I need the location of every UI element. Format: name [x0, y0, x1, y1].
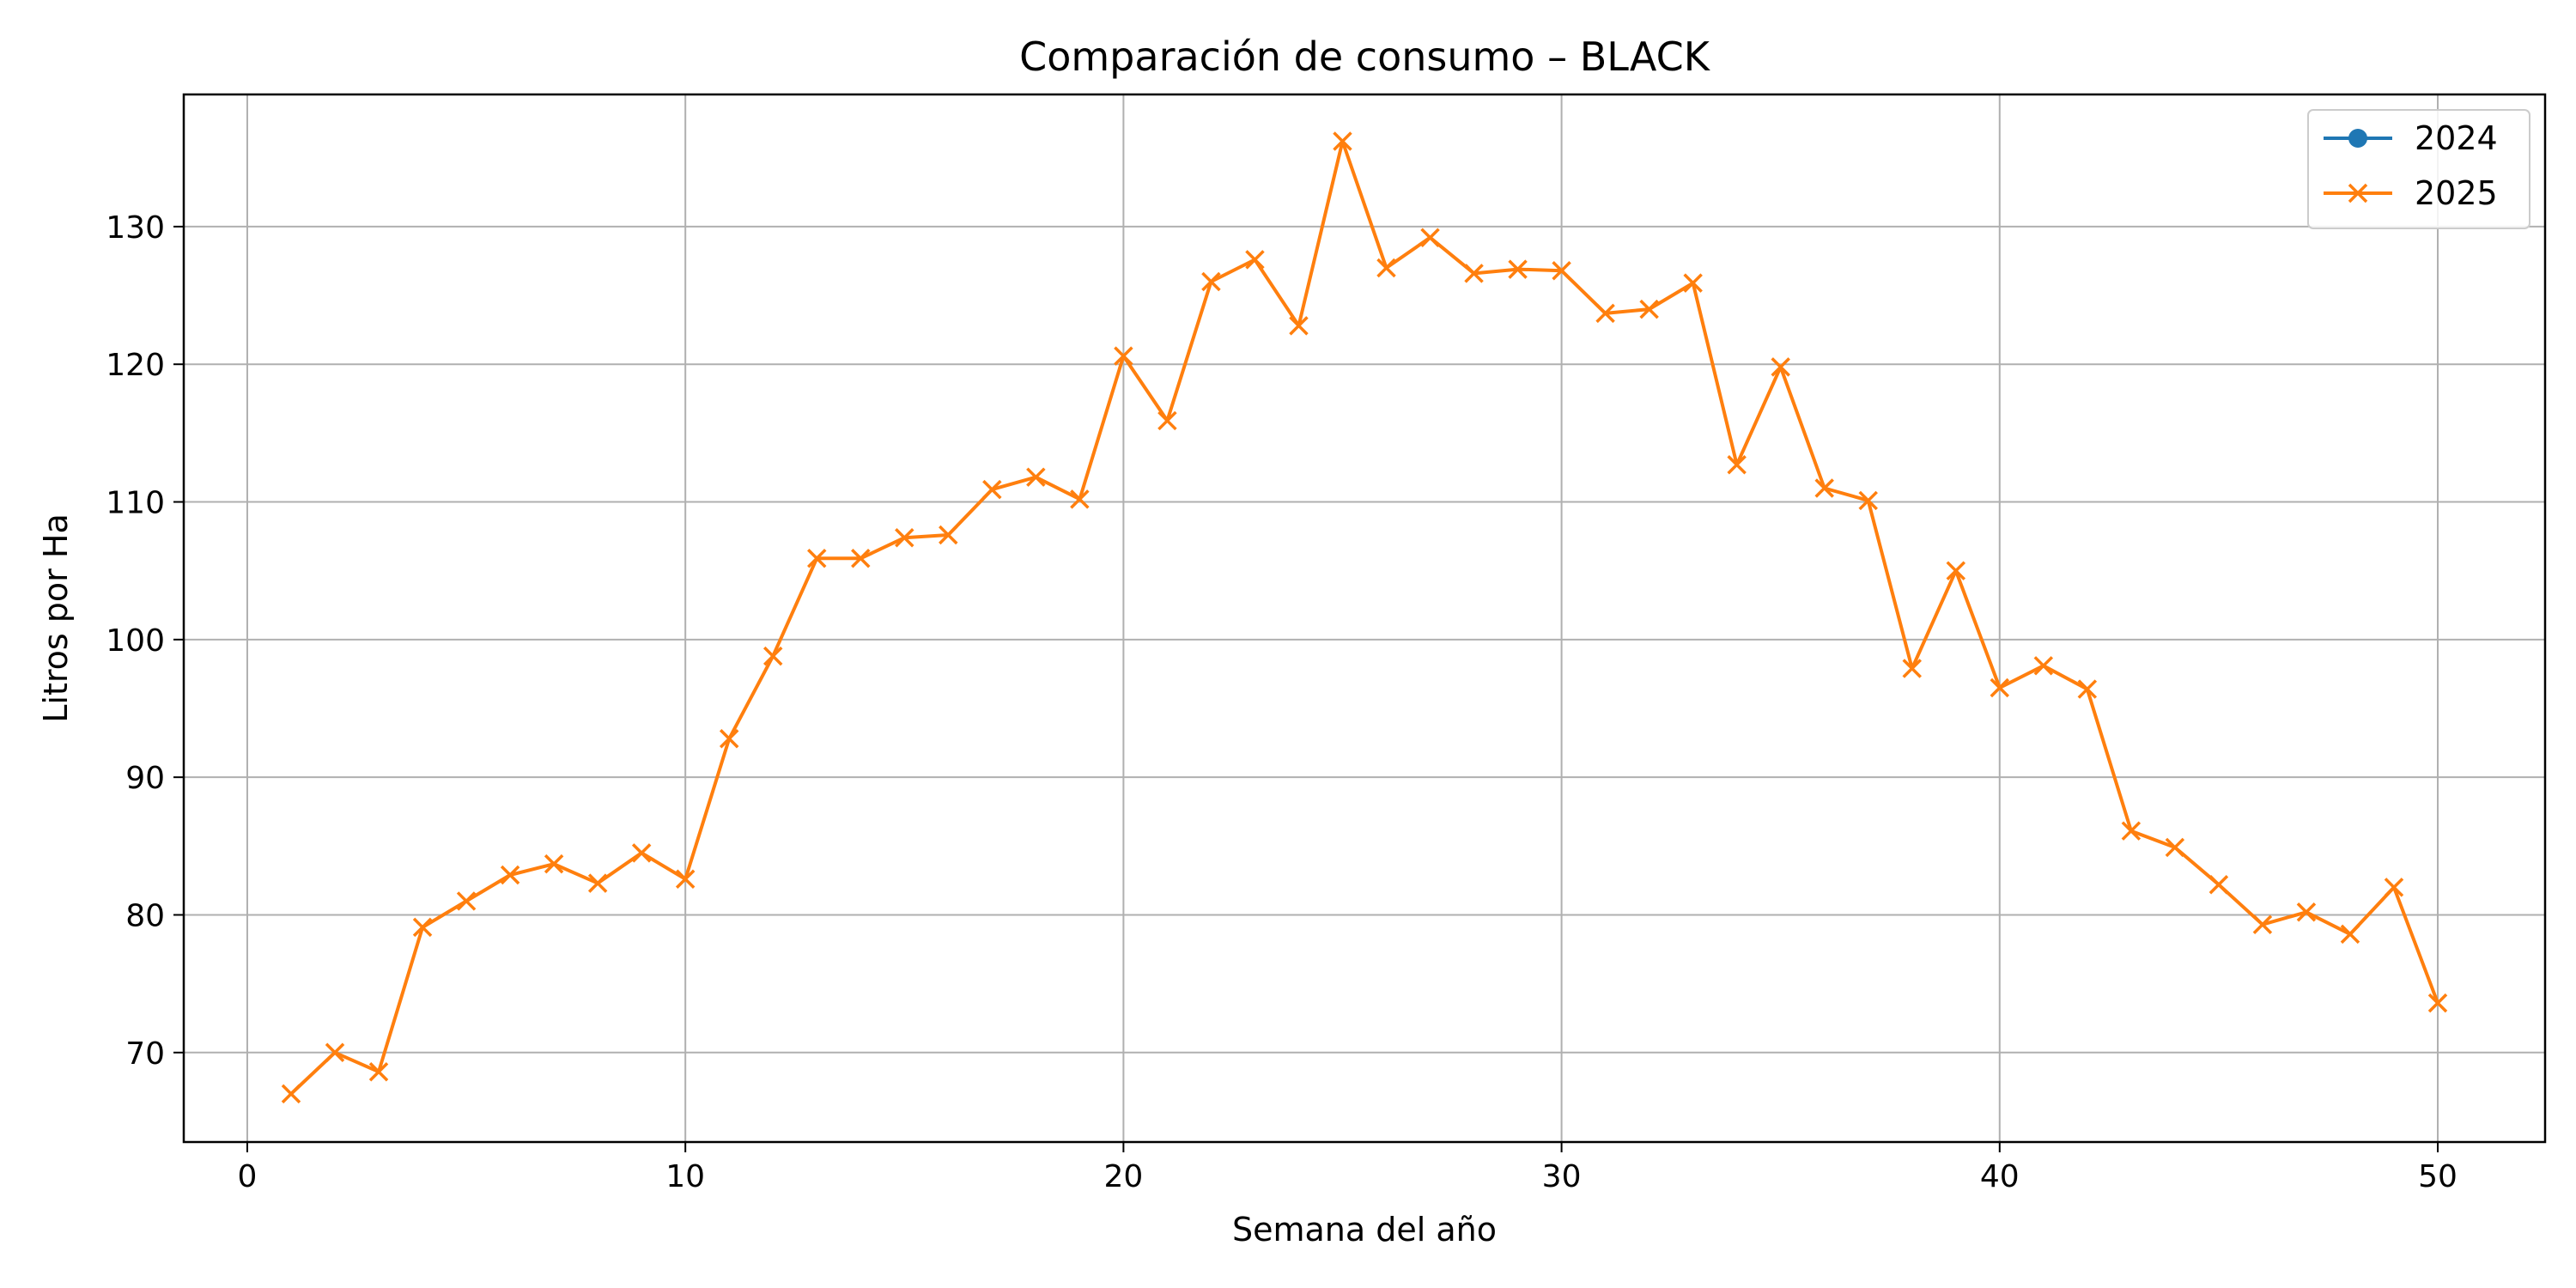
plot-series: [281, 131, 2448, 1104]
axis-ticks: 0 10 20 30 40 50 70 80 90 100 110 120 130: [106, 210, 2458, 1194]
data-point-marker: [1376, 258, 1396, 278]
x-tick-label: 20: [1103, 1159, 1143, 1194]
x-tick-label: 0: [238, 1159, 258, 1194]
legend: 2024 2025: [2307, 109, 2530, 229]
data-point-marker: [982, 479, 1002, 500]
y-tick-label: 100: [106, 623, 165, 659]
y-tick-label: 90: [125, 761, 165, 796]
series-line-2025: [289, 139, 2439, 1096]
data-point-marker: [500, 865, 520, 885]
data-point-marker: [719, 729, 739, 749]
data-point-marker: [544, 854, 564, 874]
data-point-marker: [1157, 410, 1177, 431]
data-point-marker: [2165, 837, 2185, 858]
data-point-marker: [1333, 131, 1352, 151]
x-tick-label: 10: [665, 1159, 705, 1194]
data-point-marker: [1552, 260, 1571, 281]
y-tick-label: 120: [106, 348, 165, 383]
data-point-marker: [2427, 993, 2448, 1013]
y-axis-label: Litros por Ha: [37, 513, 75, 722]
data-point-marker: [1858, 490, 1878, 511]
legend-marker-2025: [2348, 183, 2368, 204]
x-tick-label: 30: [1542, 1159, 1582, 1194]
data-point-marker: [1114, 346, 1133, 366]
data-point-marker: [1990, 677, 2010, 698]
legend-label-2025: 2025: [2415, 174, 2498, 212]
legend-marker-2024: [2348, 129, 2367, 148]
data-point-marker: [851, 549, 871, 568]
x-tick-label: 40: [1980, 1159, 2020, 1194]
data-point-marker: [1727, 455, 1747, 475]
data-point-marker: [1464, 264, 1484, 283]
data-point-marker: [1289, 316, 1309, 336]
x-tick-label: 50: [2418, 1159, 2458, 1194]
data-point-marker: [1070, 489, 1090, 509]
y-tick-label: 70: [125, 1036, 165, 1072]
data-point-marker: [1946, 561, 1966, 580]
grid: [184, 94, 2545, 1142]
data-point-marker: [2077, 679, 2098, 699]
data-point-marker: [1771, 357, 1790, 377]
data-point-marker: [1420, 228, 1440, 247]
y-tick-label: 80: [125, 898, 165, 933]
data-point-marker: [2296, 902, 2317, 922]
y-tick-label: 110: [106, 486, 165, 521]
data-point-marker: [1683, 273, 1703, 293]
data-point-marker: [2033, 656, 2054, 676]
chart-title: Comparación de consumo – BLACK: [1019, 33, 1711, 80]
data-point-marker: [2252, 914, 2273, 934]
data-point-marker: [807, 549, 827, 568]
data-point-marker: [2340, 924, 2360, 945]
data-point-marker: [281, 1084, 301, 1104]
data-point-marker: [1639, 299, 1659, 319]
data-point-marker: [587, 873, 608, 893]
data-point-marker: [1201, 271, 1221, 292]
data-point-marker: [456, 891, 477, 911]
legend-label-2024: 2024: [2415, 119, 2498, 157]
data-point-marker: [1245, 250, 1265, 270]
data-point-marker: [2121, 821, 2142, 841]
data-point-marker: [1508, 259, 1528, 279]
data-point-marker: [2208, 874, 2229, 895]
data-point-marker: [675, 869, 696, 890]
data-point-marker: [368, 1062, 389, 1082]
data-point-marker: [325, 1042, 345, 1063]
data-point-marker: [412, 917, 433, 938]
data-point-marker: [1595, 303, 1615, 324]
data-point-marker: [2384, 878, 2404, 897]
data-point-marker: [895, 527, 914, 548]
x-axis-label: Semana del año: [1232, 1211, 1497, 1249]
data-point-marker: [939, 525, 958, 545]
data-point-marker: [762, 646, 783, 666]
data-point-marker: [1026, 467, 1046, 487]
data-point-marker: [631, 843, 652, 863]
data-point-marker: [1902, 659, 1922, 678]
y-tick-label: 130: [106, 210, 165, 246]
data-point-marker: [1814, 478, 1834, 498]
plot-frame: [182, 93, 2547, 1144]
